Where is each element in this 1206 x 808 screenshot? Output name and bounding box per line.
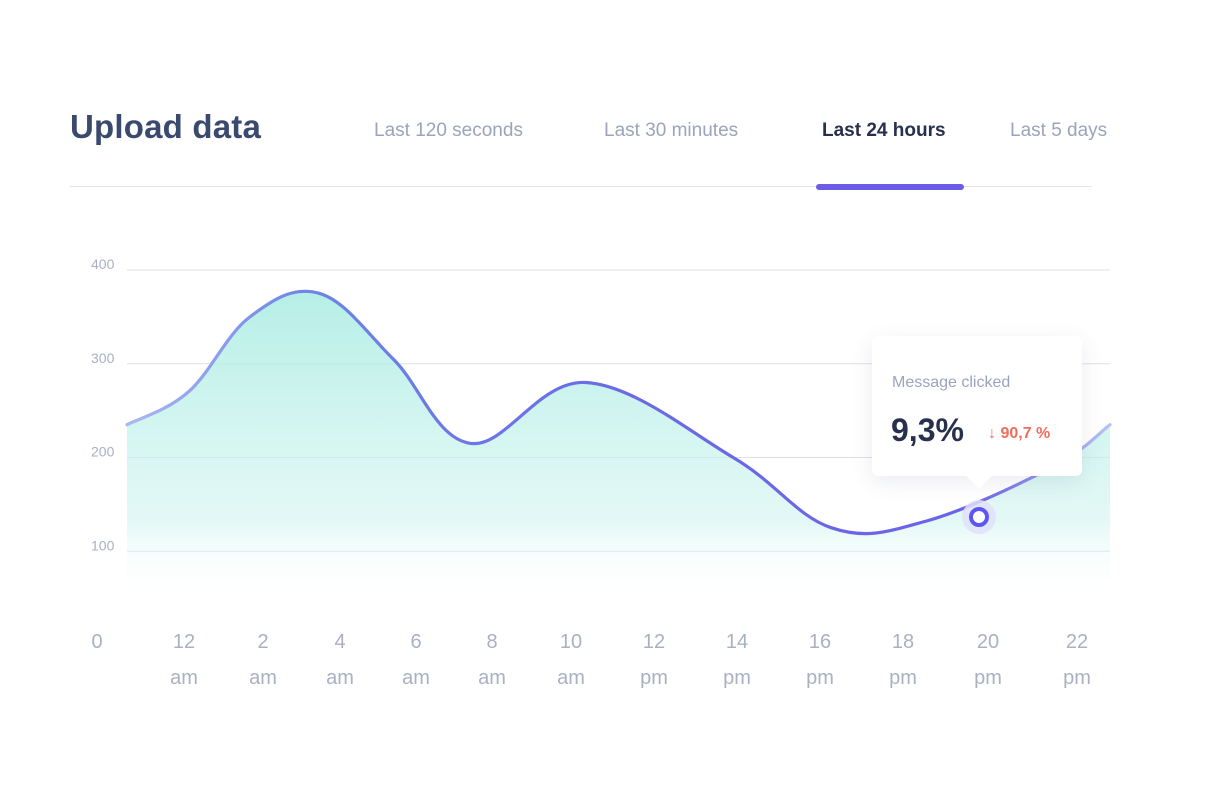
y-tick-label: 400 (91, 256, 115, 272)
x-tick-sublabel: am (170, 667, 198, 689)
x-tick-label: 6 (410, 631, 421, 653)
x-tick-sublabel: am (557, 667, 585, 689)
data-tooltip: Message clicked 9,3% ↓ 90,7 % (872, 336, 1082, 476)
series-area (127, 291, 1110, 598)
x-tick-label: 0 (91, 631, 102, 653)
tab-last-30-minutes[interactable]: Last 30 minutes (604, 120, 739, 141)
x-tick-sublabel: pm (723, 667, 751, 689)
y-tick-label: 200 (91, 444, 115, 460)
active-tab-indicator (816, 184, 964, 190)
x-tick-sublabel: pm (889, 667, 917, 689)
x-tick-label: 18 (892, 631, 914, 653)
x-tick-sublabel: am (478, 667, 506, 689)
x-tick-label: 12 (173, 631, 195, 653)
tab-last-5-days[interactable]: Last 5 days (1010, 120, 1108, 141)
x-tick-sublabel: pm (1063, 667, 1091, 689)
x-tick-label: 14 (726, 631, 748, 653)
x-tick-sublabel: am (326, 667, 354, 689)
x-tick-label: 22 (1066, 631, 1088, 653)
tooltip-label: Message clicked (892, 374, 1011, 391)
tooltip-change: ↓ 90,7 % (988, 425, 1051, 442)
x-tick-label: 4 (334, 631, 345, 653)
tabs-divider (70, 186, 1092, 187)
time-range-tabs: Last 120 seconds Last 30 minutes Last 24… (0, 120, 1206, 150)
x-tick-label: 16 (809, 631, 831, 653)
series-line (125, 289, 1112, 536)
tab-last-120-seconds[interactable]: Last 120 seconds (374, 120, 523, 141)
x-tick-label: 20 (977, 631, 999, 653)
x-tick-label: 8 (486, 631, 497, 653)
page-title: Upload data (70, 108, 262, 145)
x-tick-label: 10 (560, 631, 582, 653)
tab-last-24-hours[interactable]: Last 24 hours (822, 120, 946, 141)
x-tick-sublabel: am (402, 667, 430, 689)
x-tick-sublabel: am (249, 667, 277, 689)
tooltip-value: 9,3% (891, 412, 964, 448)
x-tick-label: 12 (643, 631, 665, 653)
y-tick-label: 300 (91, 350, 115, 366)
x-tick-sublabel: pm (974, 667, 1002, 689)
x-tick-sublabel: pm (640, 667, 668, 689)
y-tick-label: 100 (91, 537, 115, 553)
highlight-point[interactable] (969, 507, 989, 527)
x-tick-sublabel: pm (806, 667, 834, 689)
x-tick-label: 2 (257, 631, 268, 653)
